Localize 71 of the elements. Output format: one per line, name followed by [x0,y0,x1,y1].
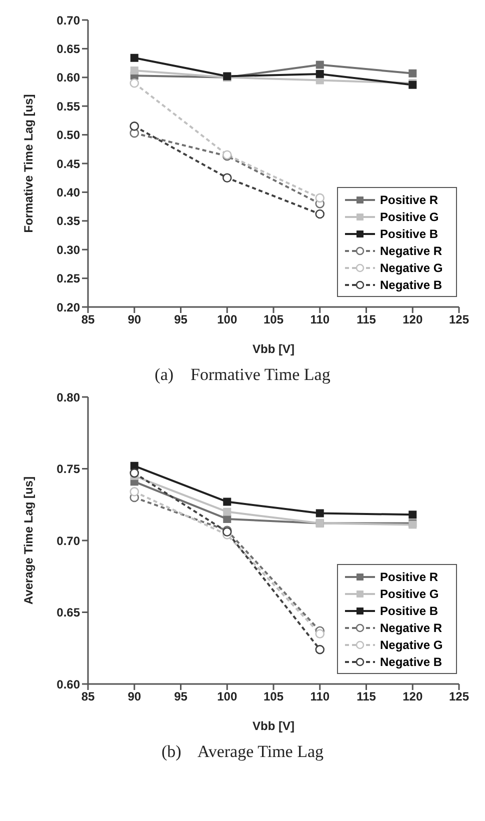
point [315,193,325,203]
point [222,173,232,182]
legend-label: Positive R [380,192,438,206]
legend-label: Negative R [380,244,442,258]
x-tick-label: 85 [81,690,95,704]
y-tick-label: 0.70 [56,13,80,28]
x-tick-label: 95 [174,312,188,327]
x-tick-label: 110 [310,312,330,327]
x-tick-label: 85 [81,312,95,327]
text: (b) Average Time Lag [160,742,325,762]
point [130,66,138,75]
legend-label: Negative B [380,278,442,292]
y-axis-title: Formative Time Lag [us] [21,94,36,233]
y-tick-label: 0.20 [56,300,80,314]
y-tick-label: 0.30 [56,242,80,257]
x-tick-label: 90 [128,690,142,704]
x-tick-label: 100 [217,312,238,327]
point [316,60,324,69]
y-tick-label: 0.25 [56,272,80,286]
y-tick-label: 0.50 [56,128,80,142]
x-tick-label: 100 [217,690,238,704]
point [408,510,417,519]
legend-label: Positive G [380,586,439,600]
point [223,508,232,516]
point [130,487,140,496]
point [315,644,325,654]
y-axis-title: Average Time Lag [us] [21,476,36,605]
x-tick-label: 125 [448,312,470,327]
point [130,54,138,62]
point [130,122,140,131]
x-tick-label: 110 [310,690,330,704]
point [408,69,417,78]
x-tick-label: 90 [128,312,142,327]
y-tick-label: 0.45 [56,156,80,171]
y-tick-label: 0.65 [56,606,80,620]
y-tick-label: 0.60 [56,677,80,692]
legend-label: Positive B [380,604,438,618]
text: (a) Formative Time Lag [154,365,332,385]
point [315,629,325,638]
y-tick-label: 0.80 [56,390,80,404]
y-tick-label: 0.55 [56,99,80,114]
legend-label: Negative G [380,260,443,274]
x-tick-label: 120 [402,690,423,704]
x-tick-label: 105 [263,690,284,704]
x-tick-label: 115 [356,312,376,327]
x-axis-title: Vbb [V] [252,342,294,356]
legend-label: Positive G [380,210,439,224]
x-tick-label: 125 [448,690,470,704]
x-tick-label: 95 [174,690,188,704]
point [315,209,325,219]
legend-label: Positive B [380,226,438,240]
y-tick-label: 0.70 [56,534,80,548]
y-tick-label: 0.75 [56,462,80,476]
legend-label: Negative G [380,638,443,652]
point [130,462,138,470]
point [130,468,140,478]
point [223,498,232,506]
y-tick-label: 0.35 [56,214,80,228]
legend-label: Positive R [380,570,438,584]
y-tick-label: 0.60 [56,70,80,85]
x-tick-label: 105 [263,312,284,327]
point [316,509,324,518]
point [316,70,324,78]
legend-label: Negative R [380,620,442,634]
y-tick-label: 0.40 [56,185,80,200]
point [130,78,140,88]
y-tick-label: 0.65 [56,42,80,56]
legend-label: Negative B [380,654,442,668]
x-tick-label: 115 [356,690,376,704]
x-tick-label: 120 [402,312,423,327]
x-axis-title: Vbb [V] [252,719,294,733]
